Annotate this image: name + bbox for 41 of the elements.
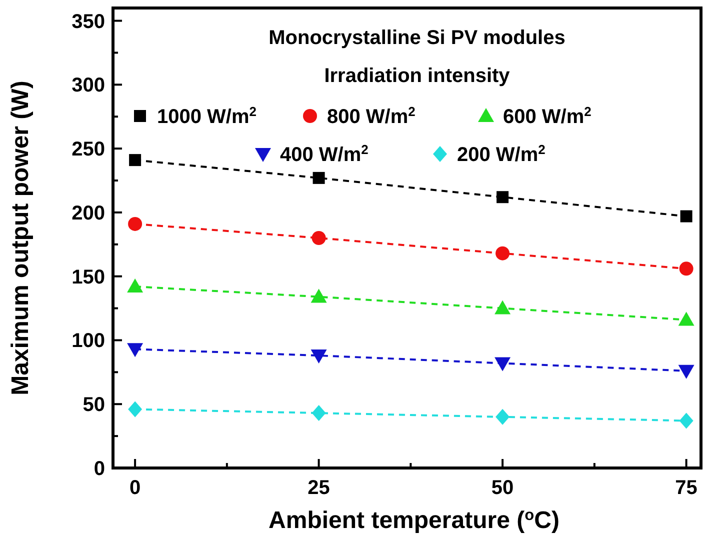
point — [127, 343, 144, 358]
y-tick-label: 100 — [72, 330, 105, 352]
point — [312, 172, 325, 184]
y-axis-title: Maximum output power (W) — [7, 80, 34, 396]
legend-label: 200 W/m$^{2}$ — [457, 142, 546, 166]
x-axis-title: Ambient temperature ($^{o}$C) — [268, 506, 560, 534]
point — [128, 216, 142, 231]
y-tick-label: 50 — [82, 394, 105, 416]
point — [127, 278, 144, 293]
point — [496, 246, 510, 260]
x-tick-label: 0 — [129, 477, 141, 499]
y-tick-label: 200 — [72, 202, 105, 224]
legend-label: 600 W/m$^{2}$ — [503, 104, 592, 128]
y-tick-label: 150 — [72, 266, 105, 288]
point — [680, 210, 692, 222]
point — [496, 408, 510, 425]
point — [312, 231, 326, 245]
point — [312, 405, 326, 422]
y-tick-label: 0 — [94, 458, 105, 480]
point — [310, 288, 327, 303]
x-tick-label: 25 — [308, 477, 330, 499]
legend-label: 800 W/m$^{2}$ — [327, 104, 416, 128]
y-tick-label: 350 — [72, 10, 105, 33]
x-tick-label: 75 — [675, 477, 698, 499]
x-tick-label: 50 — [491, 477, 514, 499]
point — [129, 154, 142, 166]
point — [679, 262, 694, 276]
point — [128, 401, 142, 418]
point — [496, 191, 509, 204]
legend-label: 400 W/m$^{2}$ — [280, 142, 368, 166]
y-tick-label: 300 — [72, 74, 105, 97]
point — [494, 357, 511, 372]
legend-title: Irradiation intensity — [324, 65, 511, 87]
legend-label: 1000 W/m$^{2}$ — [157, 104, 256, 128]
point — [494, 300, 511, 314]
point — [678, 312, 694, 326]
point — [678, 364, 694, 379]
text: Monocrystalline Si PV modules — [268, 27, 566, 49]
y-tick-label: 250 — [72, 138, 105, 161]
point — [679, 412, 694, 429]
point — [310, 350, 327, 364]
